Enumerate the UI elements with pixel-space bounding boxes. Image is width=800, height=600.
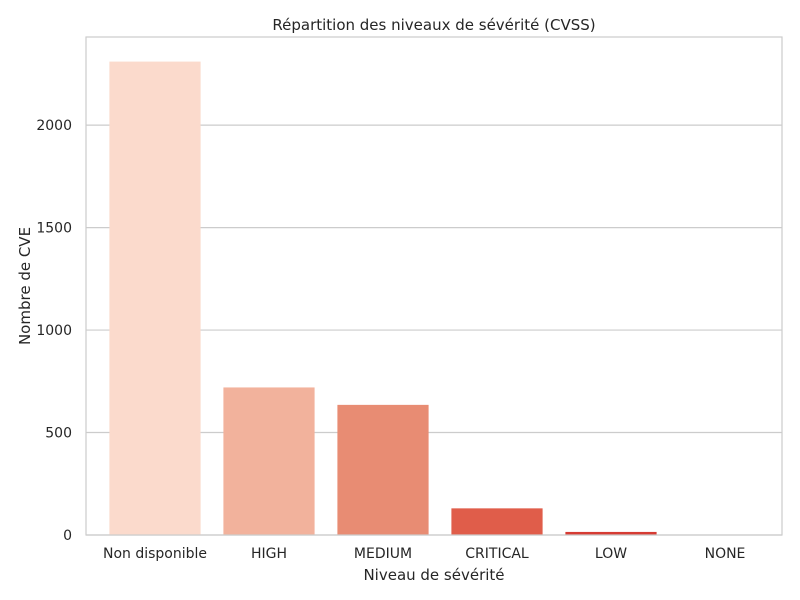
x-tick-labels: Non disponible HIGH MEDIUM CRITICAL LOW NONE bbox=[103, 546, 745, 562]
x-tick-label: NONE bbox=[705, 546, 746, 562]
x-tick-label: MEDIUM bbox=[354, 546, 412, 562]
bar-low bbox=[565, 531, 657, 535]
bars bbox=[109, 61, 771, 536]
y-tick-label: 500 bbox=[45, 426, 72, 442]
plot-frame bbox=[85, 36, 783, 536]
chart-title: Répartition des niveaux de sévérité (CVS… bbox=[272, 16, 595, 34]
x-tick-label: HIGH bbox=[251, 546, 287, 562]
plot-background bbox=[86, 37, 782, 535]
y-axis-label: Nombre de CVE bbox=[16, 227, 34, 345]
x-tick-label: CRITICAL bbox=[465, 546, 529, 562]
y-tick-label: 2000 bbox=[36, 118, 72, 134]
x-axis-label: Niveau de sévérité bbox=[363, 566, 504, 584]
y-tick-label: 0 bbox=[63, 528, 72, 544]
bar-medium bbox=[337, 404, 429, 535]
x-tick-label: LOW bbox=[595, 546, 627, 562]
bar-high bbox=[223, 387, 315, 535]
bar-non-disponible bbox=[109, 61, 201, 536]
y-tick-label: 1000 bbox=[36, 323, 72, 339]
x-tick-label: Non disponible bbox=[103, 546, 207, 562]
y-tick-label: 1500 bbox=[36, 221, 72, 237]
bar-critical bbox=[451, 508, 543, 535]
y-tick-labels: 0 500 1000 1500 2000 bbox=[36, 118, 72, 544]
